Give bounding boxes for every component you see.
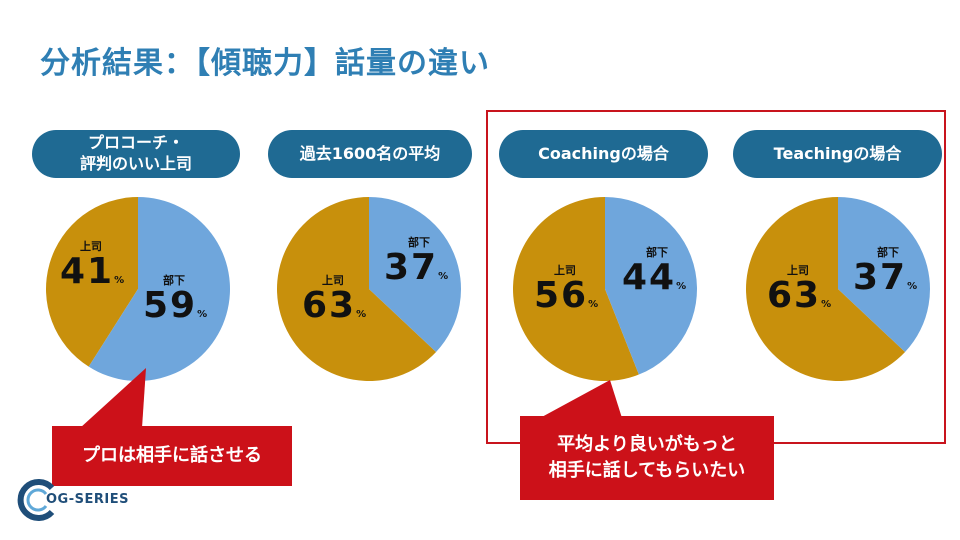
pie-teaching-svg [746,197,930,381]
pie-teaching-sub-label: 部下 37% [853,246,918,298]
label-teaching-text: Teachingの場合 [773,143,902,163]
callout-right: 平均より良いがもっと 相手に話してもらいたい [520,416,774,500]
pie-teaching-sub-slice [838,197,930,352]
pie-teaching-boss-slice [746,197,906,381]
label-pro-coach-line1: プロコーチ・ [87,133,184,153]
pie-coaching-boss-slice [513,197,639,381]
label-coaching: Coachingの場合 [499,130,708,178]
pie-pro-coach-boss-label: 上司 41% [60,240,125,292]
page-title: 分析結果：【傾聴力】話量の違い [40,46,490,81]
pie-coaching-boss-label: 上司 56% [534,264,599,316]
pie-coaching-sub-label: 部下 44% [622,246,687,298]
pie-average-sub-label: 部下 37% [384,236,449,288]
logo-text: OG-SERIES [46,492,129,507]
logo-ring-icon [17,479,55,521]
pie-pro-coach-sub-slice [88,197,231,381]
pie-pro-coach-boss-slice [46,197,138,367]
label-average-text: 過去1600名の平均 [299,143,441,163]
callout-right-tail [540,380,622,418]
pie-average-svg [276,197,461,381]
pie-teaching-boss-label: 上司 63% [767,264,832,316]
label-average: 過去1600名の平均 [268,130,472,178]
pie-average-sub-slice [369,197,461,352]
pie-coaching-sub-slice [605,197,697,375]
label-pro-coach: プロコーチ・ 評判のいい上司 [32,130,240,178]
pie-teaching: 上司 63% 部下 37% [745,196,931,382]
pie-coaching-svg [513,197,697,381]
pie-average-boss-label: 上司 63% [302,274,367,326]
callout-right-line1: 平均より良いがもっと [557,433,737,455]
pie-pro-coach: 上司 41% 部下 59% [45,196,231,382]
label-pro-coach-line2: 評判のいい上司 [79,154,192,173]
pie-coaching: 上司 56% 部下 44% [512,196,698,382]
label-teaching: Teachingの場合 [733,130,942,178]
callout-left: プロは相手に話させる [52,426,292,486]
callout-right-line2: 相手に話してもらいたい [548,460,746,481]
pie-pro-coach-svg [46,197,231,381]
label-coaching-text: Coachingの場合 [538,143,669,163]
brand-logo: OG-SERIES [16,478,129,522]
callout-left-text: プロは相手に話させる [82,444,262,466]
pie-average: 上司 63% 部下 37% [276,196,462,382]
callout-left-tail [80,368,146,428]
pie-average-boss-slice [276,197,437,381]
pie-pro-coach-sub-label: 部下 59% [143,274,208,326]
